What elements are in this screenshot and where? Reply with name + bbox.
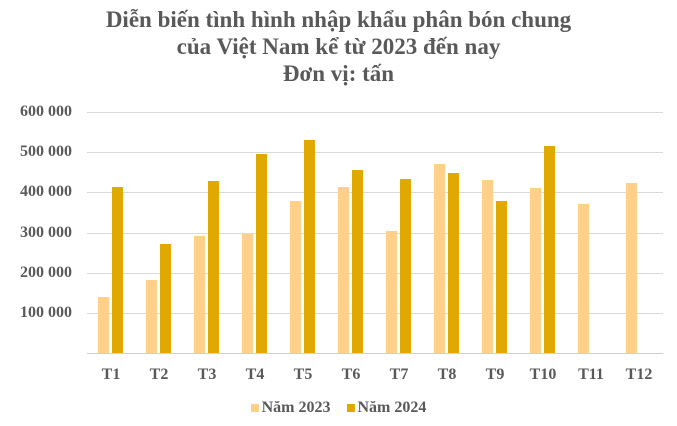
x-tick-label: T7	[389, 366, 409, 383]
gridline	[87, 312, 663, 314]
bar-T9-Năm-2024	[496, 200, 507, 353]
bar-T8-Năm-2023	[434, 163, 445, 353]
x-tick-label: T12	[625, 366, 653, 383]
x-tick-label: T3	[197, 366, 217, 383]
legend-swatch-2024	[346, 404, 355, 412]
bar-T7-Năm-2023	[386, 230, 397, 353]
legend-item-2024: Năm 2024	[346, 399, 427, 417]
bar-T4-Năm-2023	[242, 233, 253, 353]
x-tick-label: T5	[293, 366, 313, 383]
bar-T12-Năm-2023	[626, 182, 637, 353]
x-tick-label: T9	[485, 366, 505, 383]
legend-label-2024: Năm 2024	[357, 399, 427, 416]
x-tick-label: T2	[149, 366, 169, 383]
legend-label-2023: Năm 2023	[261, 399, 331, 416]
x-tick-label: T11	[578, 366, 604, 383]
x-tick-label: T6	[341, 366, 361, 383]
plot-area	[87, 112, 663, 354]
gridline	[87, 232, 663, 234]
bar-T2-Năm-2024	[160, 243, 171, 353]
chart-title-line-2: của Việt Nam kể từ 2023 đến nay	[176, 34, 501, 59]
y-tick-label: 200 000	[20, 263, 72, 281]
bar-T10-Năm-2023	[530, 187, 541, 353]
bar-T4-Năm-2024	[256, 153, 267, 353]
bar-T8-Năm-2024	[448, 172, 459, 353]
bar-T2-Năm-2023	[146, 279, 157, 353]
bar-T10-Năm-2024	[544, 145, 555, 353]
legend: Năm 2023 Năm 2024	[0, 399, 677, 417]
x-tick-label: T8	[437, 366, 457, 383]
x-tick-label: T4	[245, 366, 265, 383]
bar-T1-Năm-2024	[112, 186, 123, 353]
bar-T3-Năm-2023	[194, 235, 205, 353]
bar-T11-Năm-2023	[578, 203, 589, 353]
y-tick-label: 600 000	[20, 103, 72, 120]
chart-title: Diễn biến tình hình nhập khẩu phân bón c…	[0, 6, 677, 87]
bar-T5-Năm-2024	[304, 139, 315, 353]
legend-item-2023: Năm 2023	[250, 399, 331, 417]
bar-T1-Năm-2023	[98, 296, 109, 353]
bar-T6-Năm-2023	[338, 186, 349, 353]
chart-title-unit: Đơn vị: tấn	[282, 61, 395, 86]
y-tick-label: 100 000	[20, 303, 72, 321]
x-tick-label: T10	[529, 366, 557, 383]
gridline	[87, 112, 663, 113]
legend-swatch-2023	[250, 404, 259, 412]
y-tick-label: 500 000	[20, 143, 72, 161]
bar-T9-Năm-2023	[482, 179, 493, 353]
y-tick-label: 300 000	[20, 223, 72, 241]
bar-T7-Năm-2024	[400, 178, 411, 353]
x-tick-label: T1	[101, 366, 121, 383]
bar-T5-Năm-2023	[290, 200, 301, 353]
y-tick-label: 400 000	[20, 183, 72, 201]
bar-T6-Năm-2024	[352, 169, 363, 353]
gridline	[87, 192, 663, 194]
chart-title-line-1: Diễn biến tình hình nhập khẩu phân bón c…	[105, 7, 572, 32]
gridline	[87, 272, 663, 274]
gridline	[87, 152, 663, 154]
bar-T3-Năm-2024	[208, 180, 219, 353]
x-axis-line	[87, 353, 663, 354]
